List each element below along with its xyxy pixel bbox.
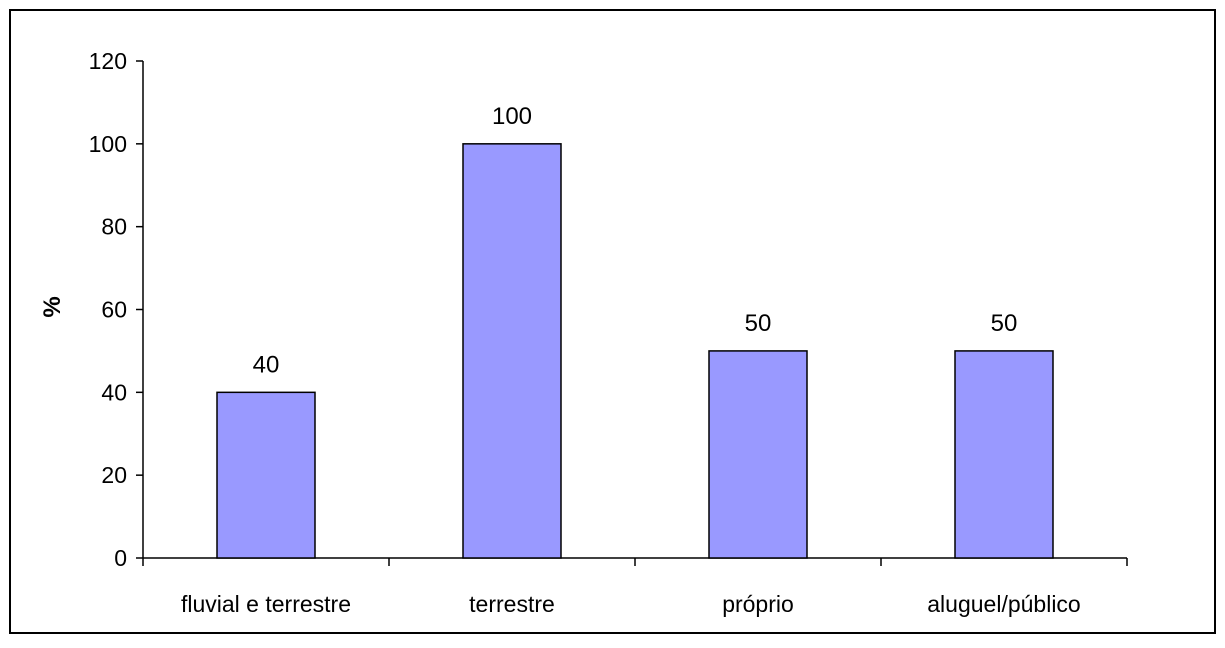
bar-value-label: 50 bbox=[991, 310, 1018, 337]
y-tick-label: 0 bbox=[114, 545, 127, 571]
bar-value-label: 50 bbox=[745, 310, 772, 337]
y-tick-label: 80 bbox=[101, 214, 127, 240]
x-category-label: aluguel/público bbox=[927, 591, 1080, 617]
y-axis: 0 20 40 60 80 100 120 bbox=[89, 48, 144, 571]
x-category-label: fluvial e terrestre bbox=[181, 591, 351, 617]
bar bbox=[954, 350, 1054, 559]
x-category-label: próprio bbox=[722, 591, 794, 617]
data-labels: 40 100 50 50 bbox=[253, 103, 1018, 379]
bars bbox=[216, 143, 1054, 559]
x-axis: fluvial e terrestre terrestre próprio alugu… bbox=[142, 557, 1128, 617]
y-axis-title: % bbox=[39, 296, 66, 317]
y-tick-label: 20 bbox=[101, 462, 127, 488]
bar-value-label: 100 bbox=[492, 103, 532, 130]
y-tick-label: 120 bbox=[89, 48, 127, 74]
bar bbox=[216, 391, 316, 559]
bar-value-label: 40 bbox=[253, 351, 280, 378]
y-tick-label: 40 bbox=[101, 379, 127, 405]
x-category-label: terrestre bbox=[469, 591, 555, 617]
y-tick-label: 100 bbox=[89, 131, 127, 157]
y-tick-label: 60 bbox=[101, 297, 127, 323]
bar bbox=[708, 350, 808, 559]
bar bbox=[462, 143, 562, 559]
